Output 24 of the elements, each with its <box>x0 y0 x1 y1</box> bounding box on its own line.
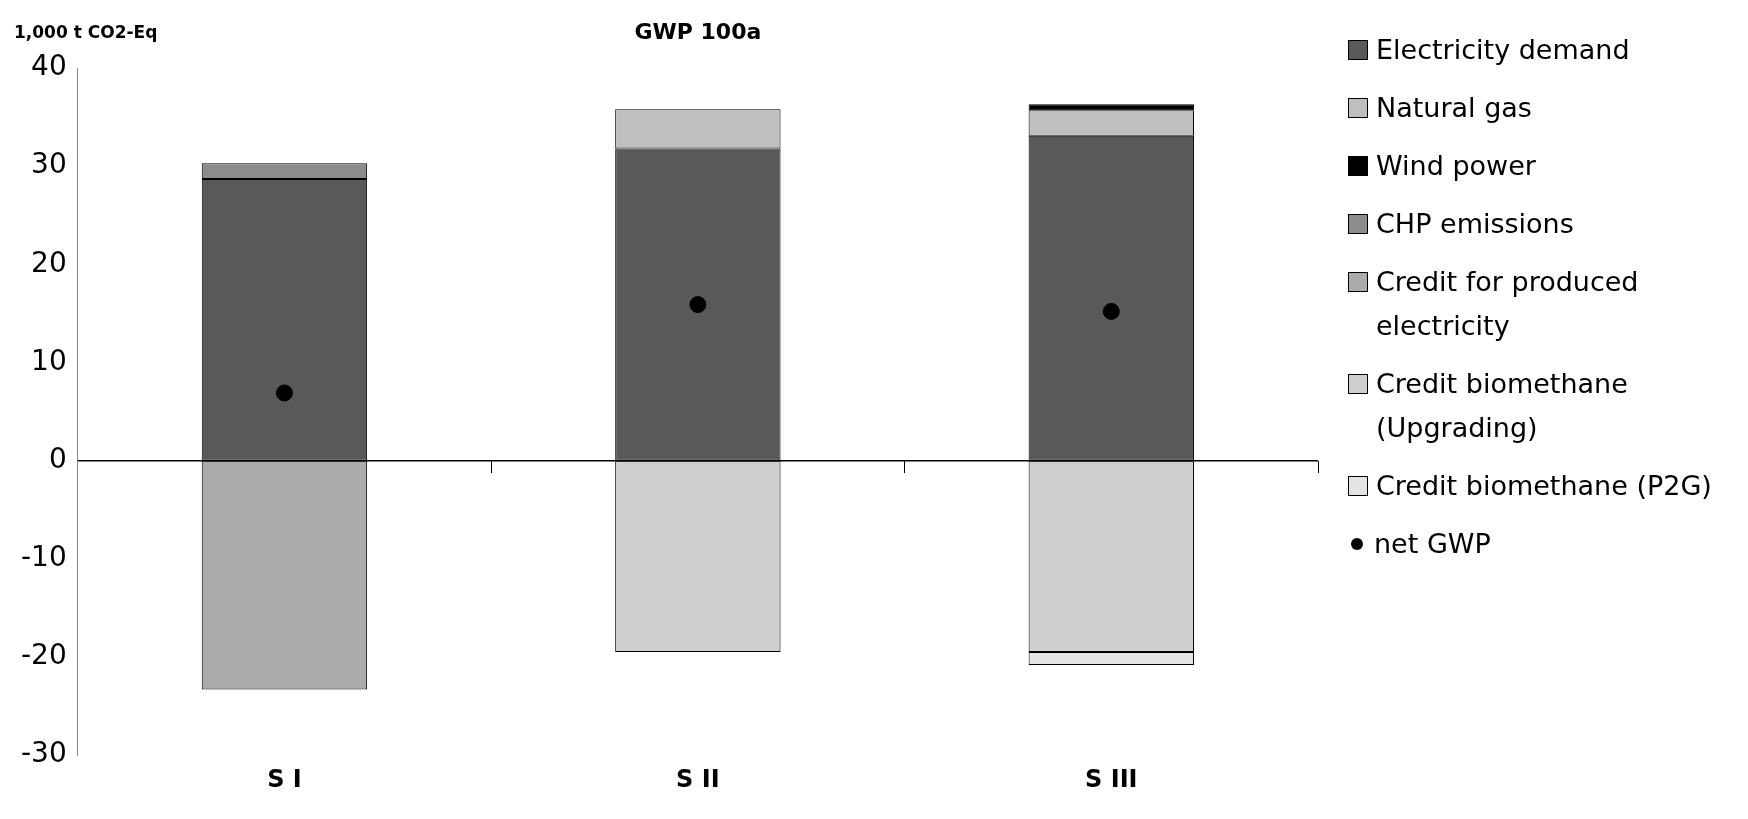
y-tick-label: -10 <box>21 540 67 574</box>
legend-label: net GWP <box>1374 527 1491 561</box>
x-tick-label: S III <box>1085 764 1138 793</box>
x-tick-label: S II <box>676 764 720 793</box>
y-tick-label: 20 <box>31 245 67 279</box>
legend-label: Wind power <box>1376 149 1536 183</box>
legend-label: Credit biomethane (P2G) <box>1376 469 1712 503</box>
legend-label: Credit for produced electricity <box>1376 265 1640 343</box>
y-tick-label: 30 <box>31 147 67 181</box>
point <box>689 296 707 314</box>
x-tick-label: S I <box>267 764 302 793</box>
y-tick-label: 40 <box>31 49 67 83</box>
chart-title: GWP 100a <box>634 18 762 44</box>
point <box>1102 302 1120 320</box>
legend-label: CHP emissions <box>1376 207 1574 241</box>
point <box>275 384 293 402</box>
legend-label: Credit biomethane (Upgrading) <box>1376 367 1629 445</box>
y-tick-label: -30 <box>21 736 67 770</box>
y-tick-label: 0 <box>48 441 67 475</box>
legend-label: Electricity demand <box>1376 33 1630 67</box>
legend-label: Natural gas <box>1376 91 1532 125</box>
y-tick-label: 10 <box>31 343 67 377</box>
y-axis-title: 1,000 t CO2-Eq <box>14 21 158 42</box>
y-tick-label: -20 <box>21 638 67 672</box>
